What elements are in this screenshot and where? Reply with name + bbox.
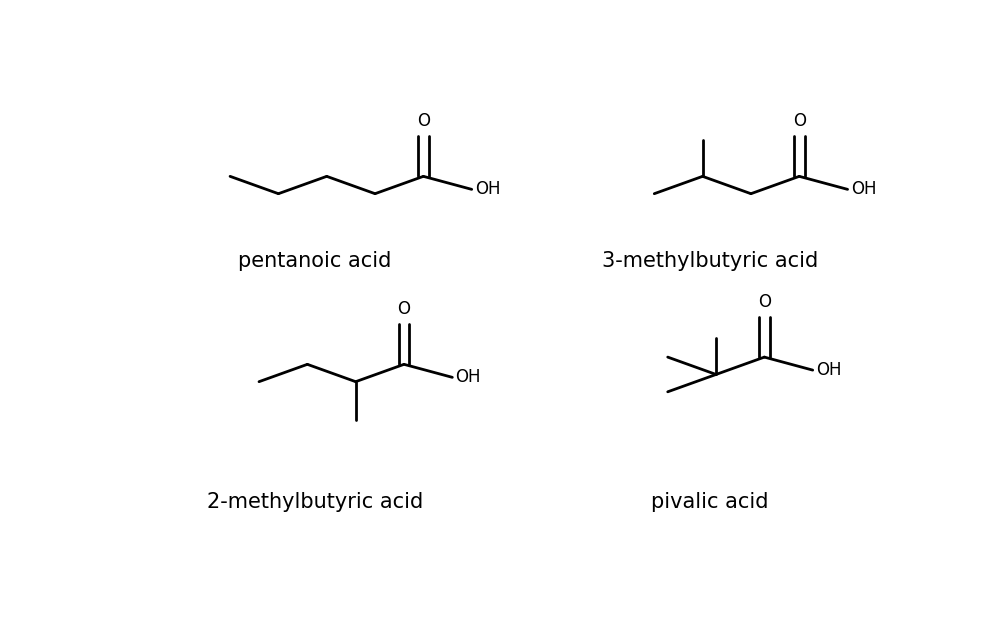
Text: 3-methylbutyric acid: 3-methylbutyric acid [602,250,818,270]
Text: pivalic acid: pivalic acid [651,491,769,511]
Text: O: O [398,300,411,318]
Text: pentanoic acid: pentanoic acid [238,250,392,270]
Text: OH: OH [816,361,841,379]
Text: O: O [417,112,430,130]
Text: 2-methylbutyric acid: 2-methylbutyric acid [207,491,423,511]
Text: O: O [758,293,771,311]
Text: OH: OH [455,368,481,386]
Text: OH: OH [475,180,500,198]
Text: O: O [793,112,806,130]
Text: OH: OH [851,180,876,198]
